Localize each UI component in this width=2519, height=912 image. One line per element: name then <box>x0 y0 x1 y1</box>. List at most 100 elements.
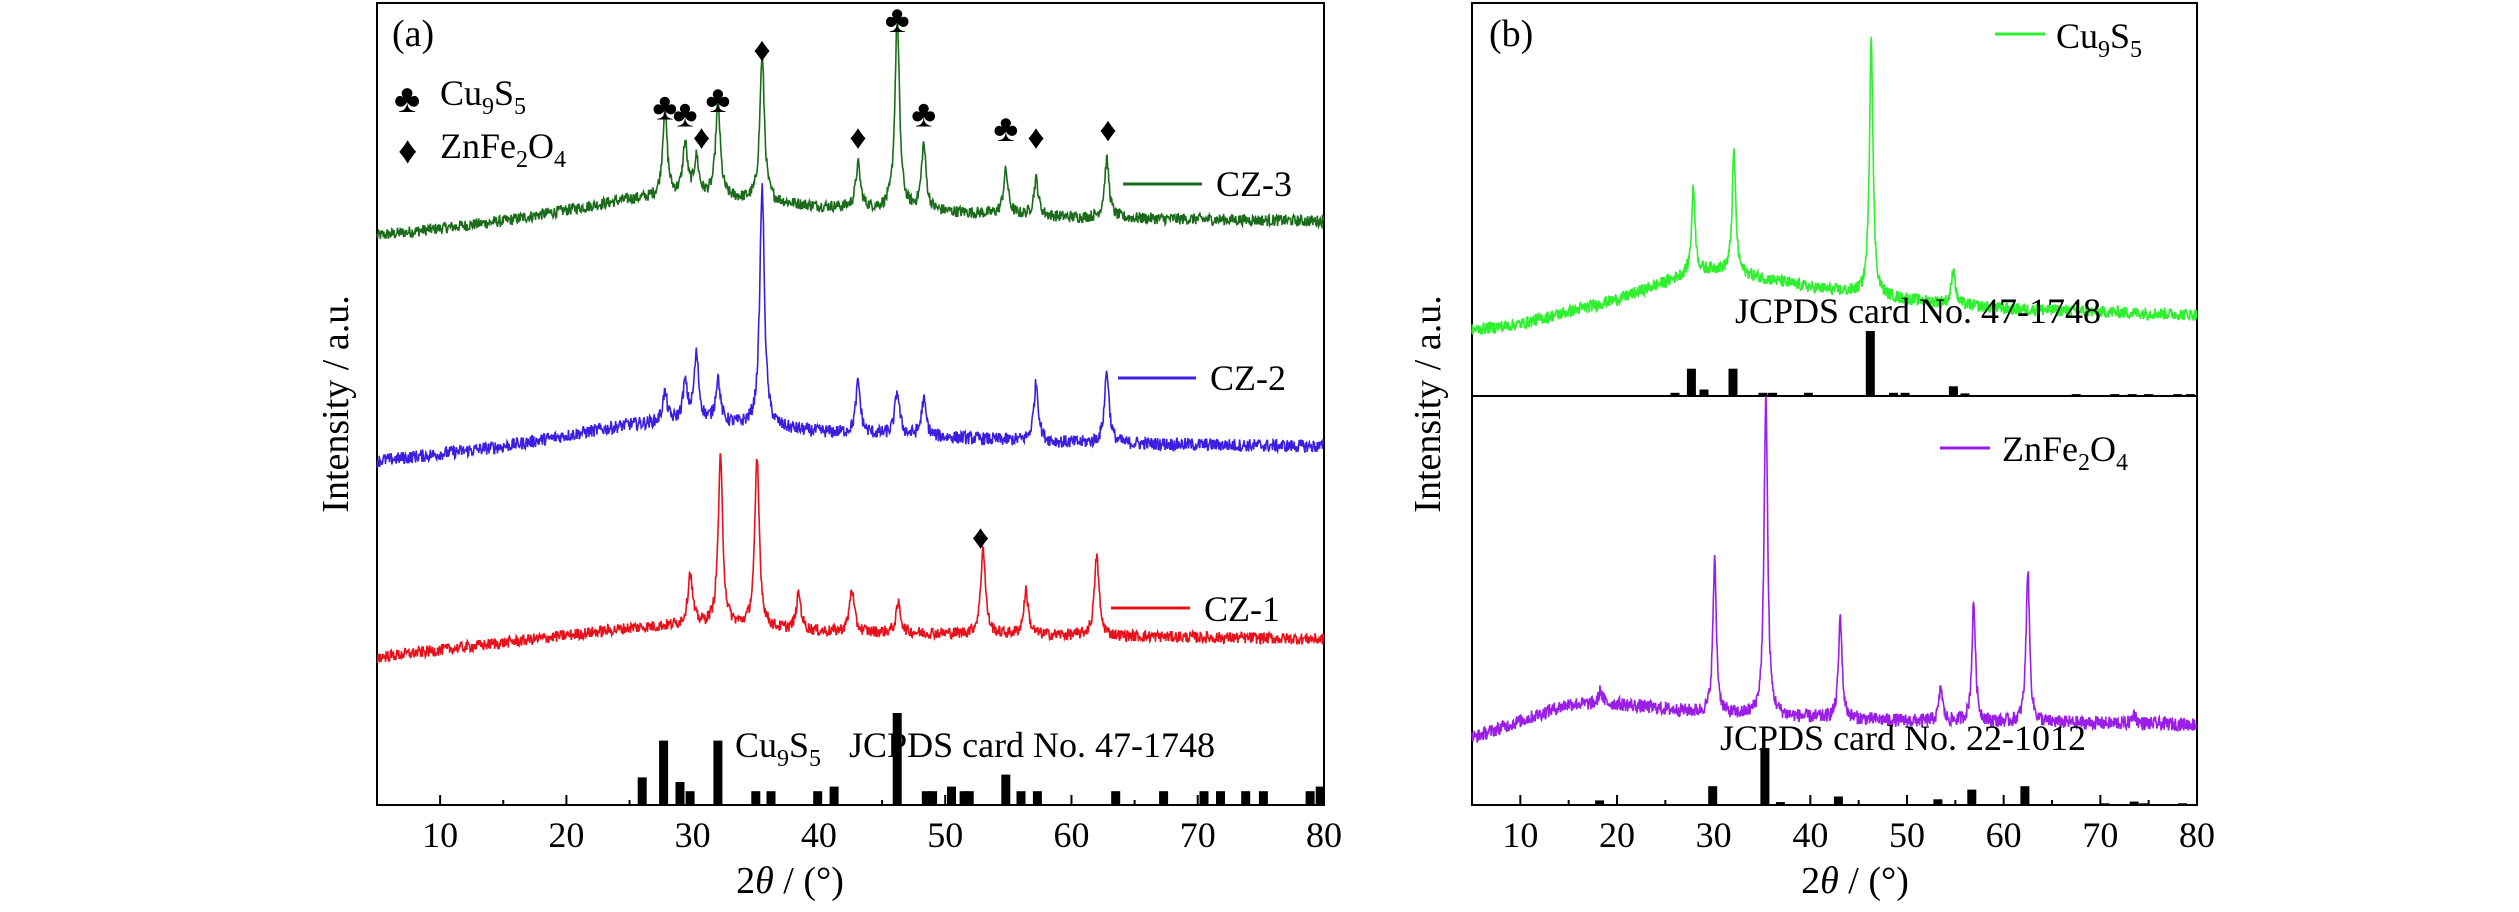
a-x-tick-label-80: 80 <box>1306 815 1342 855</box>
a-x-tick-label-50: 50 <box>927 815 963 855</box>
reference-label-b-top: JCPDS card No. 47-1748 <box>1735 291 2101 331</box>
reference-stick-b-bottom-3 <box>1775 802 1785 805</box>
series-line-cz-2 <box>376 183 1325 468</box>
series-legend-cz3: CZ-3 <box>1123 164 1292 204</box>
reference-stick-a-23 <box>1258 791 1268 805</box>
peak-marker-4: ♦ <box>753 32 770 69</box>
legend-club-symbol: ♣ <box>394 76 420 121</box>
reference-stick-a-24 <box>1305 791 1315 805</box>
reference-stick-a-19 <box>1159 791 1169 805</box>
peak-marker-1: ♣ <box>673 94 698 136</box>
panel-a-plot-area: ♣♣♦♣♦♦♣♣ ♣ ♦ ♦♦ <box>376 0 1325 805</box>
legend-cu9s5-sub-2: 5 <box>514 94 526 120</box>
b-x-tick-label-20: 20 <box>1599 815 1635 855</box>
reference-stick-b-bottom-2 <box>1760 748 1770 805</box>
reference-stick-a-15 <box>1001 774 1011 805</box>
legend-cu9s5-sub-1: 9 <box>482 94 494 120</box>
series-line-cz-3 <box>376 20 1325 240</box>
reference-stick-a-13 <box>959 791 969 805</box>
peak-marker-7: ♣ <box>911 94 936 136</box>
legend-znfe2o4-label: ZnFe2O4 <box>440 126 566 173</box>
reference-stick-b-top-6 <box>1803 392 1813 397</box>
reference-stick-b-bottom-8 <box>2100 803 2110 805</box>
reference-stick-b-top-11 <box>1960 393 1970 396</box>
panel-a-label: (a) <box>392 13 434 55</box>
reference-stick-b-top-10 <box>1948 386 1958 397</box>
reference-stick-a-12 <box>947 786 956 805</box>
reference-stick-a-11 <box>928 791 938 805</box>
reference-stick-b-bottom-9 <box>2129 801 2139 805</box>
b-x-tick-label-40: 40 <box>1792 815 1828 855</box>
reference-stick-b-top-7 <box>1865 331 1875 396</box>
peak-marker-6: ♣ <box>885 0 910 41</box>
a-x-tick-label-40: 40 <box>801 815 837 855</box>
series-line-cu9s5 <box>1471 36 2198 336</box>
a-x-tick-label-20: 20 <box>548 815 584 855</box>
reference-stick-a-10 <box>921 791 931 805</box>
panel-a-x-axis-label: 2θ / (°) <box>736 860 844 902</box>
b-x-tick-label-70: 70 <box>2082 815 2118 855</box>
panel-b-top-plot-area <box>1471 36 2198 397</box>
legend-diamond-symbol: ♦ <box>398 130 417 172</box>
panel-b-x-axis-label: 2θ / (°) <box>1801 860 1909 902</box>
panel-a: (a) ♣ Cu9S5 ♦ ZnFe2O4 ♣♣♦♣♦♦♣♣ ♣ ♦ ♦♦ CZ-3 … <box>315 0 1342 902</box>
legend-label-cu9s5: Cu9S5 <box>2056 16 2142 63</box>
reference-stick-b-top-12 <box>2071 394 2081 396</box>
reference-stick-a-16 <box>1016 791 1026 805</box>
legend-label-cz2: CZ-2 <box>1210 358 1286 398</box>
reference-stick-b-top-3 <box>1728 368 1738 396</box>
reference-stick-b-bottom-6 <box>1967 789 1977 805</box>
reference-stick-b-top-9 <box>1900 392 1910 397</box>
reference-stick-a-2 <box>675 782 685 805</box>
series-legend-cz1: CZ-1 <box>1111 589 1280 629</box>
b-x-tick-label-60: 60 <box>1986 815 2022 855</box>
legend-label-cz1: CZ-1 <box>1204 589 1280 629</box>
series-line-cz-1 <box>376 453 1325 665</box>
legend-label-znfe2o4: ZnFe2O4 <box>2002 429 2128 476</box>
reference-stick-b-top-14 <box>2127 394 2137 396</box>
reference-stick-a-18 <box>1111 791 1121 805</box>
reference-stick-a-14 <box>964 791 974 805</box>
panel-b: (b) Cu9S5 JCPDS card No. 47-1748 ZnFe2O4… <box>1407 2 2215 902</box>
panel-b-label: (b) <box>1489 13 1533 55</box>
panel-a-frame <box>376 2 1325 806</box>
reference-stick-a-4 <box>713 740 723 805</box>
panel-b-x-axis: 10 20 30 40 50 60 70 80 <box>1471 795 2215 855</box>
series-legend-znfe2o4: ZnFe2O4 <box>1940 429 2128 476</box>
b-x-tick-label-30: 30 <box>1696 815 1732 855</box>
reference-stick-b-top-5 <box>1768 392 1778 397</box>
reference-stick-a-21 <box>1216 791 1225 805</box>
reference-label-a: Cu9S5 JCPDS card No. 47-1748 <box>735 725 1215 772</box>
legend-cu9s5-label: Cu9S5 <box>440 73 526 120</box>
reference-stick-b-top-2 <box>1699 389 1709 396</box>
series-line-znfe2o4 <box>1471 396 2198 743</box>
panel-a-y-axis-label: Intensity / a.u. <box>315 295 357 512</box>
reference-stick-a-1 <box>659 740 669 805</box>
reference-stick-a-17 <box>1032 791 1042 805</box>
a-x-tick-label-10: 10 <box>422 815 458 855</box>
reference-stick-b-bottom-7 <box>2020 786 2030 805</box>
reference-label-b-bottom: JCPDS card No. 22-1012 <box>1720 718 2086 758</box>
a-x-tick-label-70: 70 <box>1180 815 1216 855</box>
peak-marker-9: ♦ <box>1027 119 1044 156</box>
reference-stick-b-top-8 <box>1889 392 1898 397</box>
reference-stick-a-22 <box>1241 791 1251 805</box>
panel-a-x-axis: 10 20 30 40 50 60 70 80 <box>376 795 1342 855</box>
b-x-tick-label-10: 10 <box>1502 815 1538 855</box>
peak-marker-3: ♣ <box>705 79 730 121</box>
peak-marker-0: ♣ <box>652 86 677 128</box>
series-legend-cu9s5: Cu9S5 <box>1995 16 2142 63</box>
reference-stick-b-top-1 <box>1686 368 1696 396</box>
reference-stick-a-9 <box>892 713 902 805</box>
peak-marker-5: ♦ <box>849 119 866 156</box>
reference-stick-b-bottom-5 <box>1933 799 1943 805</box>
reference-stick-b-top-15 <box>2144 394 2154 396</box>
reference-stick-b-bottom-10 <box>2139 803 2149 805</box>
reference-stick-b-top-17 <box>2185 394 2195 396</box>
series-legend-cz2: CZ-2 <box>1118 358 1286 398</box>
peak-marker-8: ♣ <box>993 108 1018 150</box>
legend-label-cz3: CZ-3 <box>1216 164 1292 204</box>
reference-stick-b-top-13 <box>2110 394 2120 396</box>
reference-stick-b-bottom-4 <box>1833 796 1843 805</box>
